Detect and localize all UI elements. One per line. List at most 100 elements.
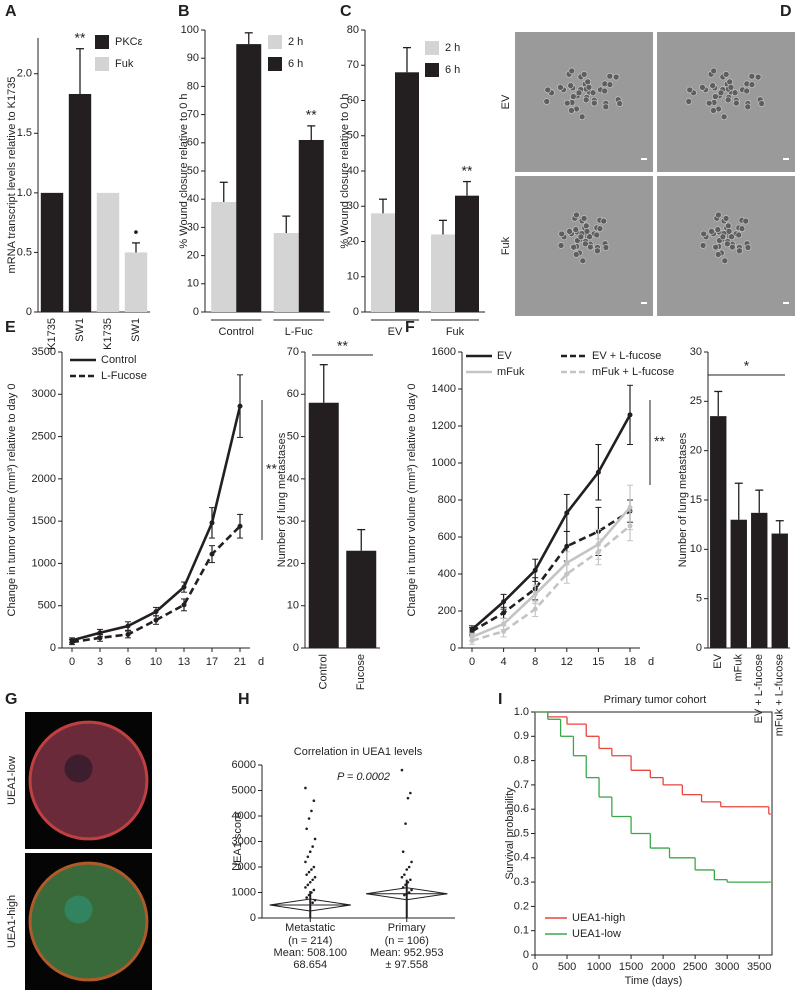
y-tick-label: 1.0 (514, 706, 529, 718)
x-tick-label: Fucose (355, 654, 367, 690)
legend-label: EV (497, 350, 512, 362)
legend-label: 2 h (288, 36, 303, 48)
tissue-detail (64, 754, 93, 783)
point (304, 860, 307, 864)
series-line (471, 524, 631, 642)
y-tick-label: 3000 (32, 388, 56, 400)
cell (731, 89, 739, 97)
x-tick-label: EV (712, 653, 724, 668)
legend-swatch (425, 63, 439, 77)
legend-label: EV + L-fucose (592, 350, 661, 362)
cell (582, 222, 590, 230)
y-tick-label: 0 (193, 306, 199, 318)
cell (582, 96, 590, 104)
x-tick-label: 8 (532, 656, 538, 668)
y-tick-label: 0.2 (514, 900, 529, 912)
cell (735, 231, 743, 239)
cell (594, 247, 601, 255)
legend-swatch (95, 35, 109, 49)
y-tick-label: 100 (181, 24, 199, 36)
scale-bar (641, 158, 647, 160)
y-tick-label: 0.3 (514, 876, 529, 888)
y-tick-label: 0.5 (17, 246, 32, 258)
cell (606, 81, 614, 88)
y-tick-label: 30 (690, 346, 702, 358)
annotation: ** (654, 433, 665, 449)
y-tick-label: 1000 (232, 886, 256, 898)
series-line (471, 414, 632, 631)
x-tick-label: 3500 (747, 961, 771, 973)
chart-title: Correlation in UEA1 levels (294, 746, 423, 758)
cell (725, 227, 733, 235)
y-tick-label: 400 (438, 568, 456, 580)
bar (771, 533, 788, 648)
bar (298, 139, 324, 312)
cell (601, 87, 609, 95)
y-tick-label: 5 (696, 593, 702, 605)
cell (572, 251, 580, 258)
x-tick-label: 10 (150, 656, 162, 668)
y-tick-label: 30 (187, 221, 199, 233)
cell (714, 251, 722, 258)
y-tick-label: 2.0 (17, 68, 32, 80)
cell (686, 86, 694, 94)
y-tick-label: 70 (287, 346, 299, 358)
y-tick-label: 30 (287, 515, 299, 527)
bar (730, 519, 747, 648)
x-tick-label: Control (219, 326, 254, 338)
x-tick-label: 15 (592, 656, 604, 668)
legend-swatch (268, 35, 282, 49)
bar (371, 213, 395, 312)
cell (721, 257, 729, 265)
cell (724, 222, 732, 230)
y-tick-label: 4000 (232, 810, 256, 822)
y-tick-label: 80 (187, 80, 199, 92)
point (407, 891, 411, 894)
cell (582, 240, 589, 248)
legend-label: UEA1-low (572, 928, 621, 940)
bar (395, 72, 419, 312)
y-tick-label: 50 (187, 165, 199, 177)
point (312, 799, 316, 802)
y-axis-label: Change in tumor volume (mm³) relative to… (6, 384, 18, 617)
x-tick-label: 2500 (683, 961, 707, 973)
cell (724, 240, 731, 248)
cell (710, 107, 717, 114)
point (312, 865, 316, 869)
point (311, 901, 314, 904)
cell (744, 244, 752, 251)
point (403, 893, 406, 897)
x-tick-label: 12 (561, 656, 573, 668)
annotation: ** (306, 107, 317, 123)
category-note: Mean: 952.953 (370, 947, 443, 959)
y-tick-label: 1.5 (17, 127, 32, 139)
point (308, 881, 312, 884)
row-label: UEA1-high (6, 895, 18, 948)
x-tick-label: 17 (206, 656, 218, 668)
cell (727, 83, 735, 91)
y-tick-label: 0.9 (514, 730, 529, 742)
cell (543, 98, 551, 105)
tissue-core (28, 720, 149, 841)
x-tick-label: 0 (469, 656, 475, 668)
cell (583, 227, 591, 235)
point (410, 860, 413, 864)
y-tick-label: 600 (438, 531, 456, 543)
cell (602, 244, 610, 251)
point (312, 888, 316, 892)
bar (710, 416, 727, 648)
y-tick-label: 25 (690, 395, 702, 407)
point (406, 796, 410, 800)
panel-label: H (238, 691, 250, 708)
cell (580, 71, 588, 78)
bar (96, 192, 120, 312)
y-tick-label: 0.7 (514, 779, 529, 791)
x-tick-label: 0 (69, 656, 75, 668)
cell (709, 82, 716, 89)
x-tick-label: SW1 (130, 318, 142, 342)
y-axis-label: mRNA transcript levels relative to K1735 (6, 77, 18, 274)
legend-swatch (95, 57, 109, 71)
point (307, 870, 311, 874)
point (304, 886, 307, 889)
tissue-core (28, 861, 149, 982)
